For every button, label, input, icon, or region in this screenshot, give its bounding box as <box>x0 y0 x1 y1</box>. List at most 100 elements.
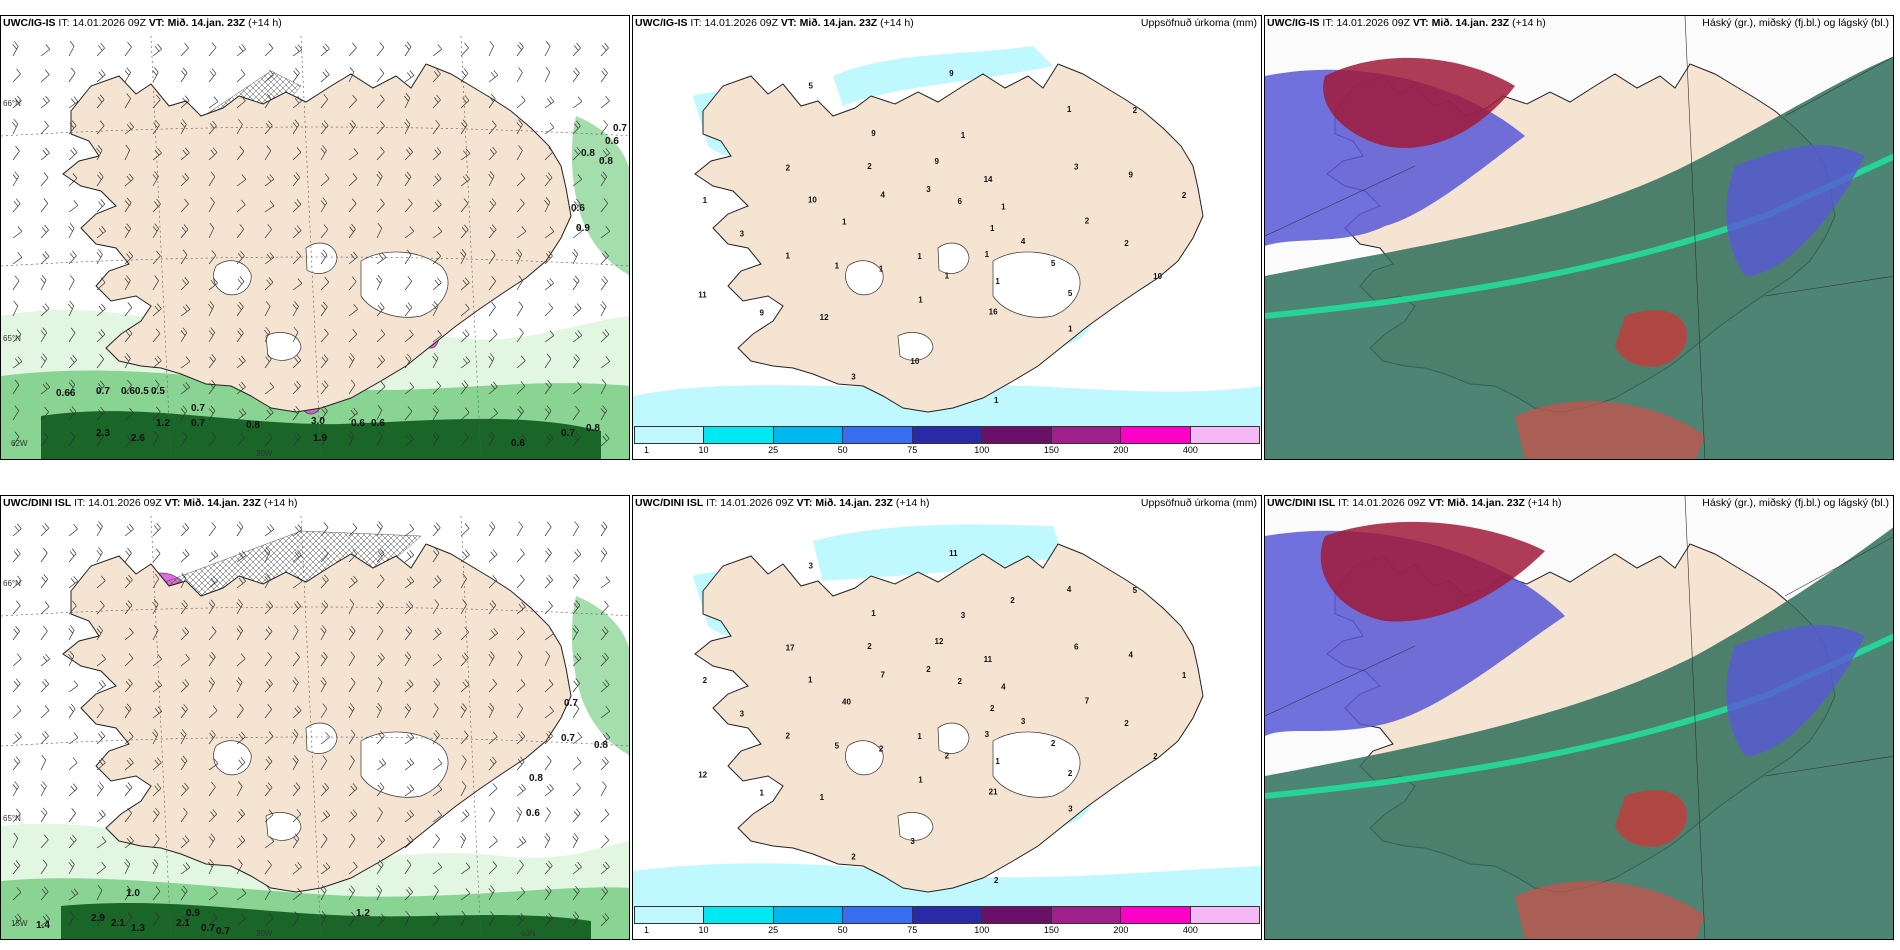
wind-barb-flag <box>433 71 439 77</box>
wind-barb-flag <box>432 303 437 310</box>
wind-barb-flag <box>153 122 158 129</box>
precip-value-label: 21 <box>989 787 998 796</box>
wind-barb-flag <box>294 46 300 52</box>
wind-barb-flag <box>185 304 191 310</box>
wind-barb-flag <box>97 174 102 180</box>
wind-barb <box>208 282 218 291</box>
wind-barb-flag <box>601 655 607 661</box>
wind-barb-flag <box>44 406 49 413</box>
wind-barb-flag <box>129 407 134 414</box>
wind-barb-flag <box>41 275 47 281</box>
wind-barb <box>12 305 19 317</box>
wind-barb-flag <box>462 681 467 688</box>
wind-barb <box>572 630 579 641</box>
wind-barb-flag <box>43 574 48 580</box>
wind-barb <box>572 658 582 667</box>
vt-label: VT: <box>1428 497 1445 509</box>
precip-value-label: 7 <box>880 670 885 679</box>
wind-barb-flag <box>350 785 355 791</box>
wind-barb <box>264 229 272 239</box>
wind-barb <box>124 46 132 57</box>
wind-barb-flag <box>152 226 158 232</box>
wind-barb-flag <box>545 888 550 894</box>
wind-barb-flag <box>268 432 273 439</box>
wind-barb <box>404 203 413 213</box>
wind-barb-flag <box>98 759 104 766</box>
wind-barb-flag <box>520 756 525 763</box>
wind-barb <box>600 605 609 615</box>
wind-barb-flag <box>602 45 607 51</box>
wind-barb-flag <box>43 886 49 892</box>
wind-barb-flag <box>43 625 48 632</box>
wind-barb-flag <box>125 858 131 865</box>
wind-barb-flag <box>296 705 302 711</box>
wind-barb-flag <box>434 885 439 891</box>
wind-barb-flag <box>407 626 413 632</box>
wind-barb-flag <box>182 306 188 312</box>
wind-barb <box>376 707 383 719</box>
wind-barb <box>124 412 134 421</box>
wind-barb-flag <box>265 681 271 687</box>
wind-barb-flag <box>520 381 526 387</box>
wind-barb-flag <box>154 759 160 766</box>
wind-barb-flag <box>154 149 160 156</box>
wind-barb-flag <box>156 250 161 257</box>
wind-barb-flag <box>40 784 46 790</box>
glacier <box>845 740 884 776</box>
wind-barb-flag <box>324 173 330 179</box>
wind-barb-flag <box>546 353 552 359</box>
wind-barb <box>460 334 470 343</box>
wind-barb <box>152 411 161 421</box>
wind-barb-flag <box>320 148 326 154</box>
wind-barb-flag <box>322 71 328 78</box>
wind-barb-flag <box>13 628 18 635</box>
wind-barb-flag <box>184 95 190 101</box>
wind-barb <box>152 72 159 83</box>
colorbar-tick-label: 10 <box>698 445 709 455</box>
colorbar-swatch <box>982 427 1052 443</box>
wind-barb <box>152 762 162 771</box>
wind-barb-flag <box>70 98 76 104</box>
wind-barb <box>40 658 50 667</box>
wind-barb <box>432 839 440 849</box>
wind-barb-flag <box>209 654 214 660</box>
wind-barb <box>12 813 21 823</box>
precip-value-label: 1 <box>994 396 999 405</box>
wind-barb-flag <box>13 300 19 307</box>
wind-barb <box>40 630 48 641</box>
wind-barb <box>376 787 385 797</box>
wind-barb-flag <box>352 548 358 555</box>
wind-barb <box>404 840 414 849</box>
wind-barb-flag <box>577 861 582 868</box>
wind-barb <box>236 864 243 875</box>
wind-barb-flag <box>380 354 385 361</box>
wind-barb-flag <box>434 599 439 605</box>
wind-barb <box>544 684 554 693</box>
wind-barb-flag <box>460 835 465 842</box>
wind-barb-flag <box>208 303 213 310</box>
wind-barb-flag <box>240 835 246 841</box>
wind-barb <box>208 710 218 719</box>
map-panel-dini-clouds: UWC/DINI ISL IT: 14.01.2026 09Z VT: Mið.… <box>1264 495 1894 940</box>
wind-barb <box>12 231 23 239</box>
wind-barb-flag <box>241 888 247 894</box>
wind-barb-flag <box>492 731 498 737</box>
wind-barb-flag <box>268 407 274 413</box>
wind-barb-flag <box>432 550 438 556</box>
wind-barb-flag <box>268 277 274 283</box>
wind-barb <box>488 526 496 537</box>
wind-barb <box>488 386 498 395</box>
wind-barb <box>600 581 611 589</box>
wind-barb <box>124 579 133 589</box>
wind-barb-flag <box>349 703 355 709</box>
wind-barb <box>320 359 329 369</box>
wind-barb <box>600 866 610 875</box>
wind-barb <box>96 841 107 849</box>
wind-barb <box>320 436 328 447</box>
wind-barb-flag <box>240 913 246 919</box>
wind-barb <box>124 605 133 615</box>
wind-barb <box>376 889 383 901</box>
precip-value-label: 4 <box>1001 682 1006 691</box>
wind-barb-flag <box>576 198 581 205</box>
wind-barb-flag <box>349 598 355 605</box>
